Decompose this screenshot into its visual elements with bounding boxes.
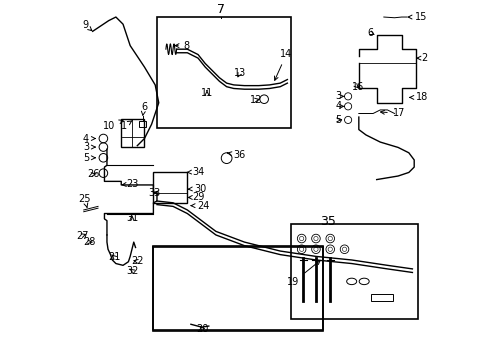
Text: 4: 4 xyxy=(335,102,344,111)
Text: 9: 9 xyxy=(82,20,92,31)
Text: 17: 17 xyxy=(380,108,404,118)
Text: 34: 34 xyxy=(187,167,204,177)
Text: 5: 5 xyxy=(83,153,95,163)
Text: 18: 18 xyxy=(409,93,427,102)
Text: 6: 6 xyxy=(141,102,147,115)
Text: 8: 8 xyxy=(175,41,189,51)
Text: 10: 10 xyxy=(103,120,123,131)
Bar xyxy=(121,119,144,148)
Text: 2: 2 xyxy=(416,53,427,63)
Text: 29: 29 xyxy=(188,193,204,202)
Text: 32: 32 xyxy=(125,266,138,275)
Text: 33: 33 xyxy=(148,188,160,198)
Bar xyxy=(370,294,392,301)
Text: 3: 3 xyxy=(335,91,344,102)
Text: 15: 15 xyxy=(407,12,427,22)
Text: 23: 23 xyxy=(122,179,139,189)
Text: 16: 16 xyxy=(351,82,363,93)
Text: 24: 24 xyxy=(191,201,209,211)
Text: 25: 25 xyxy=(78,194,91,207)
Text: 3: 3 xyxy=(83,142,95,152)
Text: 31: 31 xyxy=(125,213,138,223)
Text: 14: 14 xyxy=(274,49,292,80)
Text: 6: 6 xyxy=(367,28,373,38)
Text: 13: 13 xyxy=(233,68,245,78)
Text: 36: 36 xyxy=(227,150,245,160)
Text: 30: 30 xyxy=(188,184,206,194)
Text: 4: 4 xyxy=(83,134,95,144)
Text: 1: 1 xyxy=(121,121,132,131)
Text: 12: 12 xyxy=(249,95,262,105)
Text: 28: 28 xyxy=(83,237,95,247)
Bar xyxy=(153,246,323,332)
Bar xyxy=(290,224,417,319)
Text: 22: 22 xyxy=(131,256,143,266)
Text: 19: 19 xyxy=(287,261,320,287)
Bar xyxy=(139,121,146,127)
Text: 27: 27 xyxy=(76,230,88,240)
Text: 20: 20 xyxy=(196,324,208,334)
Text: 7: 7 xyxy=(217,3,225,16)
Text: 11: 11 xyxy=(201,88,213,98)
Bar xyxy=(153,172,187,203)
Text: 5: 5 xyxy=(335,115,341,125)
Text: 26: 26 xyxy=(87,169,100,179)
Text: 21: 21 xyxy=(108,252,120,262)
Text: 35: 35 xyxy=(320,215,336,228)
Bar xyxy=(157,17,290,128)
